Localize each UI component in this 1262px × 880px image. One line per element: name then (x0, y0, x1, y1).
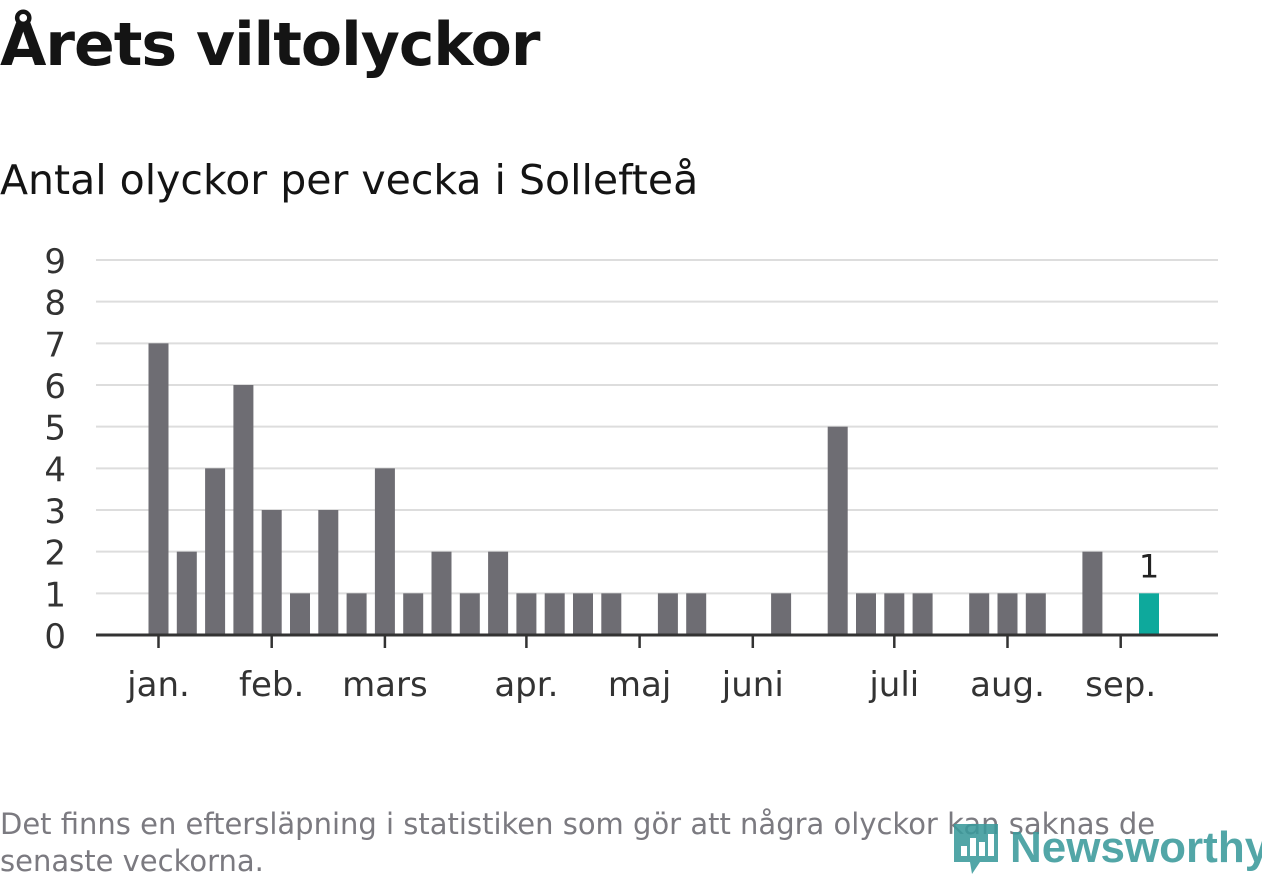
y-tick-label: 0 (44, 617, 66, 657)
x-tick-label: jan. (126, 665, 190, 705)
x-tick-label: mars (342, 665, 428, 705)
bar (459, 593, 480, 635)
bar (148, 343, 169, 635)
bar (431, 551, 452, 635)
bar (176, 551, 197, 635)
bar (884, 593, 905, 635)
bar (233, 385, 254, 635)
x-tick-label: juli (868, 665, 919, 705)
bar (573, 593, 593, 635)
bar (969, 593, 990, 635)
x-tick-label: maj (608, 665, 671, 705)
x-tick-label: juni (721, 665, 784, 705)
bar (1025, 593, 1046, 635)
bar (686, 593, 707, 635)
bar (1082, 551, 1103, 635)
bar (912, 593, 933, 635)
bar (346, 593, 367, 635)
bar (516, 593, 537, 635)
brand-logo: Newsworthy (950, 818, 1262, 878)
highlight-bar (1139, 593, 1159, 635)
bar (290, 593, 310, 635)
bar (771, 593, 792, 635)
bar (544, 593, 565, 635)
bar (205, 468, 226, 635)
bar (827, 426, 848, 635)
bar (261, 510, 282, 635)
y-tick-label: 3 (44, 492, 66, 532)
y-tick-label: 1 (44, 575, 66, 615)
bar (318, 510, 339, 635)
y-tick-label: 4 (44, 450, 66, 490)
chart-title: Årets viltolyckor (0, 10, 540, 80)
y-tick-label: 2 (44, 534, 66, 574)
y-tick-label: 8 (44, 284, 66, 324)
bar (997, 593, 1018, 635)
y-tick-label: 9 (44, 242, 66, 282)
x-tick-label: aug. (970, 665, 1045, 705)
chart-subtitle: Antal olyckor per vecka i Sollefteå (0, 156, 699, 204)
bar (374, 468, 395, 635)
newsworthy-logo-icon (954, 824, 998, 874)
data-label: 1 (1139, 547, 1159, 585)
bar (403, 593, 424, 635)
bar (601, 593, 622, 635)
bar (488, 551, 509, 635)
x-tick-label: sep. (1085, 665, 1156, 705)
x-tick-label: feb. (239, 665, 304, 705)
y-tick-label: 5 (44, 409, 66, 449)
brand-name: Newsworthy (1010, 823, 1262, 872)
x-tick-label: apr. (494, 665, 558, 705)
y-tick-label: 7 (44, 325, 66, 365)
y-tick-label: 6 (44, 367, 66, 407)
bar (657, 593, 678, 635)
bar (856, 593, 876, 635)
